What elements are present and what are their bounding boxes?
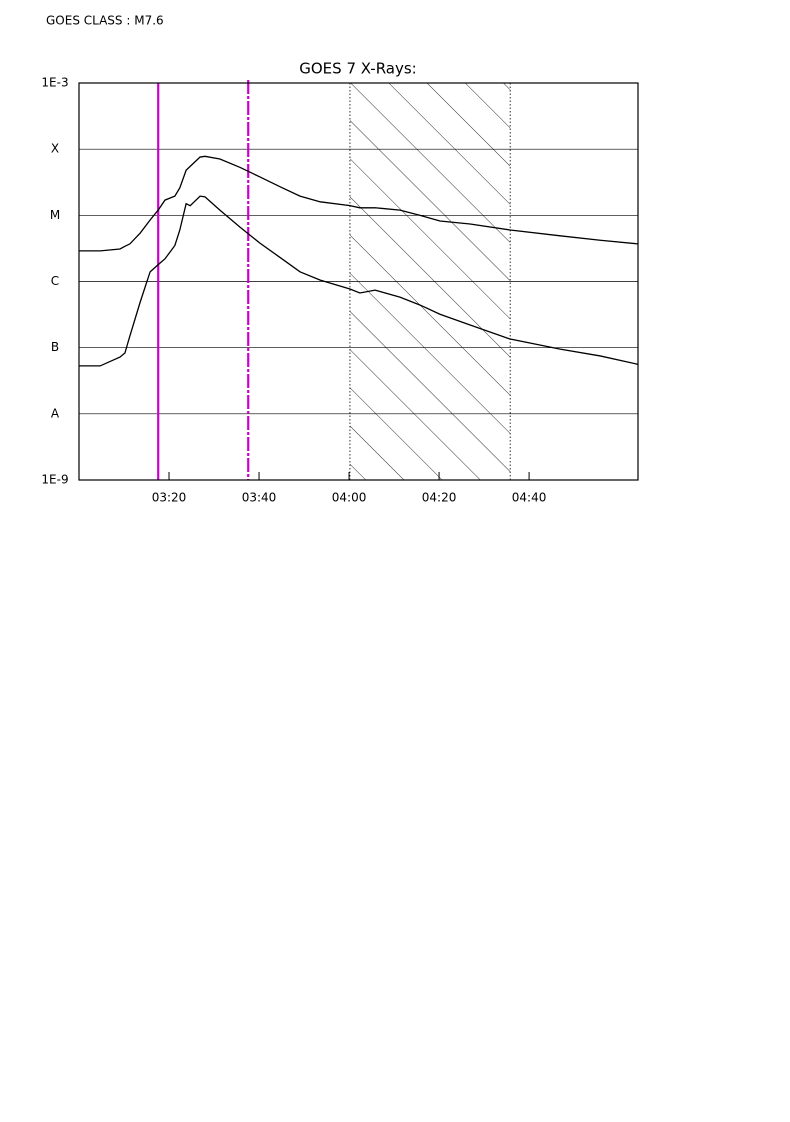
y-tick-label: C bbox=[51, 274, 59, 288]
x-tick-label: 03:20 bbox=[152, 491, 187, 505]
x-tick-label: 03:40 bbox=[242, 491, 277, 505]
y-tick-label: M bbox=[50, 208, 60, 222]
series-line bbox=[79, 155, 639, 252]
y-tick-label: X bbox=[51, 142, 59, 156]
plot-frame bbox=[78, 82, 639, 481]
y-tick-label: 1E-9 bbox=[41, 473, 68, 487]
y-tick-label: A bbox=[51, 406, 60, 420]
series-line bbox=[79, 195, 639, 367]
x-tick-label: 04:00 bbox=[332, 491, 367, 505]
x-tick-label: 04:40 bbox=[512, 491, 547, 505]
chart-title: GOES 7 X-Rays: bbox=[299, 60, 416, 78]
x-tick-label: 04:20 bbox=[422, 491, 457, 505]
y-tick-label: 1E-3 bbox=[41, 76, 68, 90]
class-label: GOES CLASS : M7.6 bbox=[46, 14, 164, 28]
y-tick-label: B bbox=[51, 340, 59, 354]
